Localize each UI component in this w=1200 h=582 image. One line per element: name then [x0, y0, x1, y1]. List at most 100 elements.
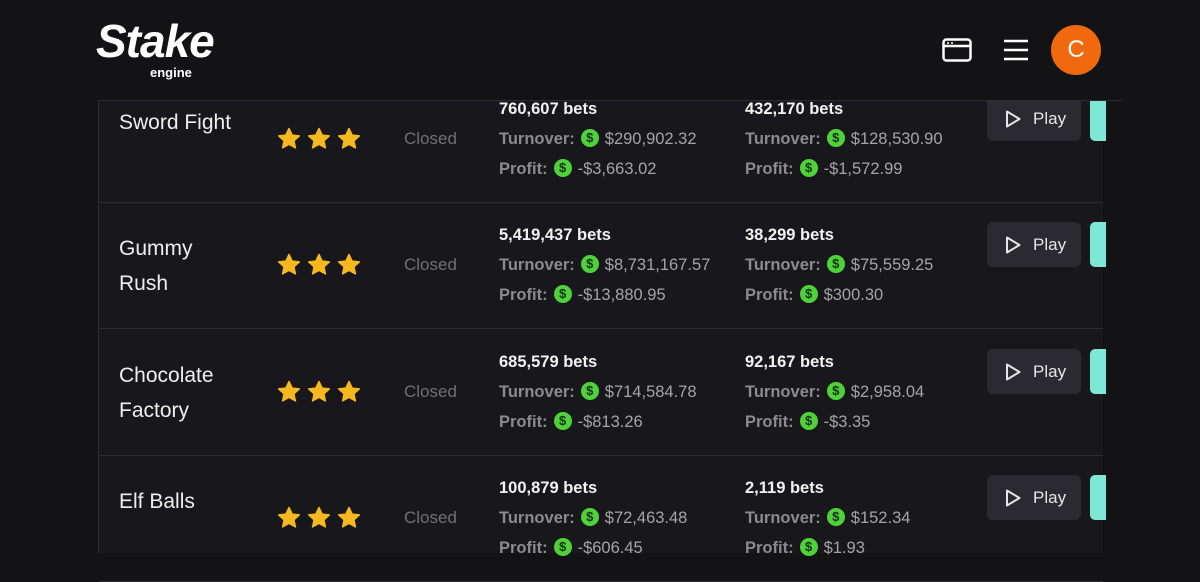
- profit-line: Profit: $ -$3.35: [745, 407, 924, 437]
- star: [337, 127, 361, 149]
- turnover-label: Turnover:: [745, 256, 821, 274]
- window-icon[interactable]: [942, 38, 972, 62]
- play-icon: [1006, 110, 1021, 127]
- star: [337, 380, 361, 402]
- currency-icon: $: [826, 508, 845, 527]
- action-button[interactable]: [1090, 348, 1106, 394]
- bets-count: 100,879 bets: [499, 479, 598, 497]
- stats-column: 100,879 bets Turnover: $ $72,463.48 Profit: $…: [499, 473, 687, 563]
- play-button[interactable]: Play: [987, 475, 1081, 520]
- profit-line: Profit: $ $1.93: [745, 533, 910, 563]
- profit-label: Profit:: [499, 159, 548, 178]
- profit-value: -$813.26: [577, 412, 643, 431]
- turnover-label: Turnover:: [745, 509, 821, 527]
- turnover-value: $152.34: [850, 509, 911, 527]
- currency-icon: $: [580, 381, 599, 400]
- profit-label: Profit:: [499, 539, 548, 557]
- star: [337, 253, 361, 275]
- play-label: Play: [1033, 108, 1067, 128]
- star: [307, 127, 331, 149]
- bets-count: 685,579 bets: [499, 352, 598, 371]
- game-name: Elf Balls: [119, 490, 195, 513]
- stats-column: 2,119 bets Turnover: $ $152.34 Profit: $ $1.93: [745, 473, 910, 563]
- header: Stake engine C: [0, 0, 1200, 100]
- currency-icon: $: [799, 411, 818, 430]
- profit-label: Profit:: [499, 412, 548, 431]
- header-divider: [98, 100, 1122, 101]
- turnover-label: Turnover:: [745, 382, 821, 401]
- turnover-line: Turnover: $ $128,530.90: [745, 124, 943, 154]
- profit-label: Profit:: [745, 539, 794, 557]
- profit-value: $300.30: [823, 286, 884, 304]
- bets-line: 760,607 bets: [499, 94, 697, 124]
- currency-icon: $: [553, 285, 572, 304]
- game-name: Sword Fight: [119, 110, 232, 134]
- bets-line: 685,579 bets: [499, 347, 697, 377]
- profit-value: -$13,880.95: [577, 286, 666, 304]
- stats-column: 5,419,437 bets Turnover: $ $8,731,167.57 Pro…: [499, 220, 710, 310]
- turnover-line: Turnover: $ $72,463.48: [499, 503, 687, 533]
- profit-value: $1.93: [823, 539, 865, 557]
- play-button[interactable]: Play: [987, 348, 1081, 394]
- logo[interactable]: Stake: [96, 15, 215, 67]
- bets-line: 5,419,437 bets: [499, 220, 710, 250]
- profit-label: Profit:: [499, 286, 548, 304]
- stats-column: 92,167 bets Turnover: $ $2,958.04 Profit: $ -$…: [745, 347, 924, 437]
- profit-line: Profit: $ -$1,572.99: [745, 154, 943, 184]
- currency-icon: $: [580, 255, 599, 274]
- play-icon: [1006, 236, 1021, 254]
- turnover-value: $714,584.78: [604, 382, 697, 401]
- profit-value: -$3,663.02: [577, 159, 657, 178]
- action-button[interactable]: [1090, 475, 1106, 520]
- action-button[interactable]: [1090, 95, 1106, 141]
- profit-line: Profit: $ -$606.45: [499, 533, 687, 563]
- bets-line: 432,170 bets: [745, 94, 943, 124]
- star: [337, 506, 361, 528]
- profit-value: -$3.35: [823, 412, 871, 431]
- game-name: Gummy Rush: [119, 237, 193, 295]
- play-button[interactable]: Play: [987, 95, 1081, 141]
- stats-column: 432,170 bets Turnover: $ $128,530.90 Profit:…: [745, 94, 943, 184]
- turnover-line: Turnover: $ $2,958.04: [745, 377, 924, 407]
- turnover-line: Turnover: $ $8,731,167.57: [499, 250, 710, 280]
- bets-count: 92,167 bets: [745, 352, 834, 371]
- profit-label: Profit:: [745, 286, 794, 304]
- profit-line: Profit: $ -$813.26: [499, 407, 697, 437]
- turnover-label: Turnover:: [745, 129, 821, 148]
- status: Closed: [404, 128, 457, 148]
- currency-icon: $: [553, 411, 572, 430]
- menu-icon[interactable]: [1004, 39, 1028, 61]
- turnover-line: Turnover: $ $152.34: [745, 503, 910, 533]
- play-label: Play: [1033, 488, 1067, 507]
- star: [307, 380, 331, 402]
- play-icon: [1006, 363, 1021, 380]
- game-row: Elf Balls Closed 100,879 bets Turnover: $ $72…: [99, 455, 1106, 582]
- profit-label: Profit:: [745, 159, 794, 178]
- currency-icon: $: [826, 255, 845, 274]
- bets-line: 38,299 bets: [745, 220, 933, 250]
- game-row: Chocolate Factory Closed 685,579 bets Turno…: [99, 329, 1106, 456]
- profit-line: Profit: $ $300.30: [745, 280, 933, 310]
- currency-icon: $: [580, 508, 599, 527]
- turnover-label: Turnover:: [499, 509, 575, 527]
- turnover-line: Turnover: $ $75,559.25: [745, 250, 933, 280]
- star: [307, 253, 331, 275]
- turnover-label: Turnover:: [499, 382, 575, 401]
- avatar[interactable]: C: [1051, 25, 1101, 75]
- bets-line: 100,879 bets: [499, 473, 687, 503]
- turnover-line: Turnover: $ $714,584.78: [499, 377, 697, 407]
- game-name: Chocolate Factory: [119, 363, 214, 422]
- bets-line: 2,119 bets: [745, 473, 910, 503]
- bets-count: 38,299 bets: [745, 226, 834, 244]
- play-icon: [1006, 489, 1021, 507]
- status: Closed: [404, 508, 457, 527]
- game-row: Sword Fight Closed 760,607 bets Turnover: $ $…: [99, 76, 1106, 203]
- currency-icon: $: [826, 128, 845, 147]
- currency-icon: $: [553, 538, 572, 557]
- status: Closed: [404, 381, 457, 401]
- action-button[interactable]: [1090, 222, 1106, 267]
- profit-value: -$606.45: [577, 539, 643, 557]
- play-button[interactable]: Play: [987, 222, 1081, 267]
- profit-value: -$1,572.99: [823, 159, 903, 178]
